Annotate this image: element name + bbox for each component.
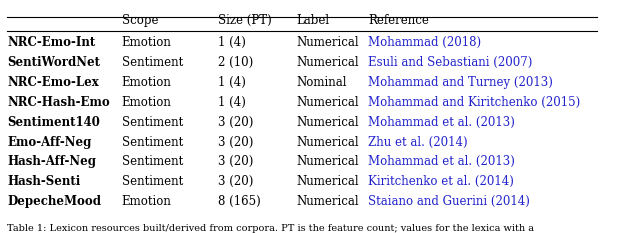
Text: Zhu et al. (2014): Zhu et al. (2014) <box>368 136 468 149</box>
Text: Mohammad et al. (2013): Mohammad et al. (2013) <box>368 155 515 168</box>
Text: Scope: Scope <box>122 14 158 27</box>
Text: Emotion: Emotion <box>122 76 172 89</box>
Text: Emotion: Emotion <box>122 96 172 109</box>
Text: Emotion: Emotion <box>122 36 172 49</box>
Text: NRC-Emo-Int: NRC-Emo-Int <box>8 36 95 49</box>
Text: Mohammad and Turney (2013): Mohammad and Turney (2013) <box>368 76 553 89</box>
Text: Mohammad and Kiritchenko (2015): Mohammad and Kiritchenko (2015) <box>368 96 580 109</box>
Text: 3 (20): 3 (20) <box>218 136 253 149</box>
Text: Numerical: Numerical <box>296 116 358 129</box>
Text: Sentiment140: Sentiment140 <box>8 116 100 129</box>
Text: 1 (4): 1 (4) <box>218 76 246 89</box>
Text: Staiano and Guerini (2014): Staiano and Guerini (2014) <box>368 195 530 208</box>
Text: Emotion: Emotion <box>122 195 172 208</box>
Text: 3 (20): 3 (20) <box>218 155 253 168</box>
Text: Sentiment: Sentiment <box>122 136 183 149</box>
Text: Numerical: Numerical <box>296 56 358 69</box>
Text: Label: Label <box>296 14 329 27</box>
Text: NRC-Emo-Lex: NRC-Emo-Lex <box>8 76 99 89</box>
Text: Sentiment: Sentiment <box>122 56 183 69</box>
Text: Numerical: Numerical <box>296 36 358 49</box>
Text: 2 (10): 2 (10) <box>218 56 253 69</box>
Text: Numerical: Numerical <box>296 96 358 109</box>
Text: 1 (4): 1 (4) <box>218 96 246 109</box>
Text: Sentiment: Sentiment <box>122 116 183 129</box>
Text: 8 (165): 8 (165) <box>218 195 260 208</box>
Text: 3 (20): 3 (20) <box>218 116 253 129</box>
Text: Mohammad et al. (2013): Mohammad et al. (2013) <box>368 116 515 129</box>
Text: Hash-Aff-Neg: Hash-Aff-Neg <box>8 155 97 168</box>
Text: Numerical: Numerical <box>296 136 358 149</box>
Text: SentiWordNet: SentiWordNet <box>8 56 100 69</box>
Text: Nominal: Nominal <box>296 76 346 89</box>
Text: Esuli and Sebastiani (2007): Esuli and Sebastiani (2007) <box>368 56 532 69</box>
Text: Size (PT): Size (PT) <box>218 14 271 27</box>
Text: 3 (20): 3 (20) <box>218 175 253 188</box>
Text: Numerical: Numerical <box>296 155 358 168</box>
Text: Numerical: Numerical <box>296 195 358 208</box>
Text: DepecheMood: DepecheMood <box>8 195 101 208</box>
Text: NRC-Hash-Emo: NRC-Hash-Emo <box>8 96 110 109</box>
Text: Sentiment: Sentiment <box>122 175 183 188</box>
Text: Sentiment: Sentiment <box>122 155 183 168</box>
Text: Mohammad (2018): Mohammad (2018) <box>368 36 481 49</box>
Text: Kiritchenko et al. (2014): Kiritchenko et al. (2014) <box>368 175 514 188</box>
Text: Emo-Aff-Neg: Emo-Aff-Neg <box>8 136 92 149</box>
Text: Hash-Senti: Hash-Senti <box>8 175 81 188</box>
Text: Reference: Reference <box>368 14 429 27</box>
Text: 1 (4): 1 (4) <box>218 36 246 49</box>
Text: Table 1: Lexicon resources built/derived from corpora. PT is the feature count; : Table 1: Lexicon resources built/derived… <box>8 224 534 233</box>
Text: Numerical: Numerical <box>296 175 358 188</box>
